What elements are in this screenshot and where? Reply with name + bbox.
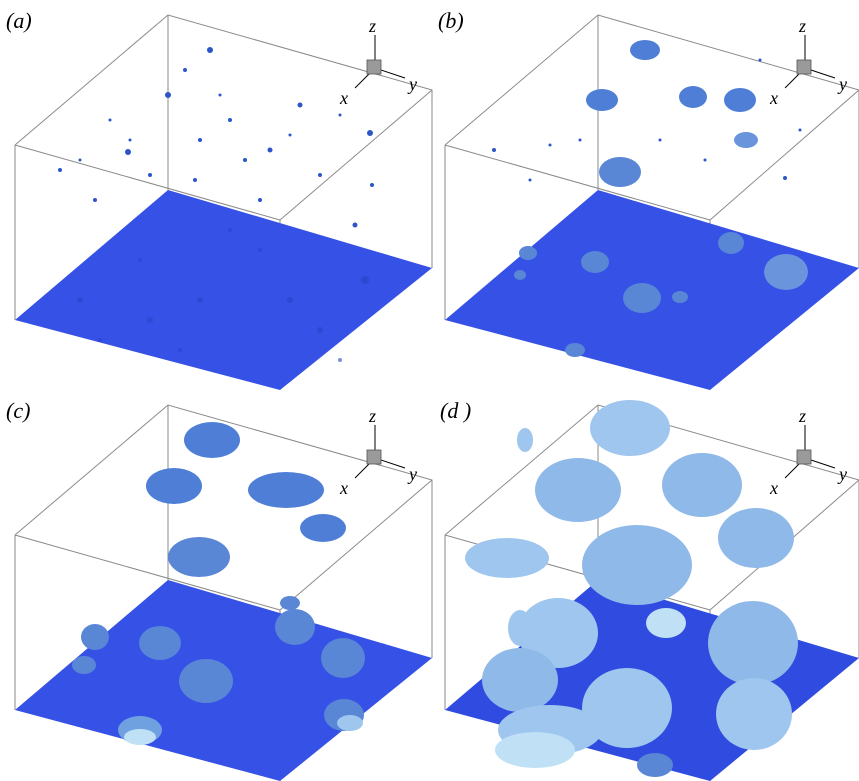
panel-label: (d ) bbox=[440, 398, 472, 423]
axis-label-x: x bbox=[769, 88, 778, 108]
panel-b: z y x (b) bbox=[430, 0, 859, 390]
panel-c-graphic: z y x bbox=[14, 404, 433, 781]
floating-bubbles bbox=[146, 422, 346, 577]
floor-texture bbox=[77, 228, 369, 362]
axis-triad: z y x bbox=[769, 16, 847, 108]
axis-triad: z y x bbox=[339, 406, 417, 498]
panel-a-graphic: z y x bbox=[14, 14, 433, 390]
axis-label-y: y bbox=[837, 464, 847, 484]
axis-label-z: z bbox=[798, 16, 806, 36]
liquid-floor bbox=[15, 190, 432, 390]
axis-label-x: x bbox=[339, 478, 348, 498]
floating-bubbles bbox=[465, 400, 794, 605]
axis-triad: z y x bbox=[339, 16, 417, 108]
panel-d: z y x (d ) bbox=[430, 390, 859, 781]
panel-label: (b) bbox=[438, 8, 464, 33]
axis-label-z: z bbox=[798, 406, 806, 426]
axis-label-y: y bbox=[407, 464, 417, 484]
panel-a: z y x (a) bbox=[0, 0, 433, 390]
axis-label-x: x bbox=[769, 478, 778, 498]
droplets bbox=[58, 47, 374, 228]
panel-label: (a) bbox=[6, 8, 32, 33]
floor-bubbles bbox=[514, 232, 808, 357]
panel-b-graphic: z y x bbox=[444, 14, 859, 390]
axis-label-z: z bbox=[368, 16, 376, 36]
axis-label-z: z bbox=[368, 406, 376, 426]
floating-bubbles bbox=[586, 40, 758, 187]
panel-c: z y x (c) bbox=[0, 390, 433, 781]
panel-label: (c) bbox=[6, 398, 31, 423]
axis-label-y: y bbox=[837, 74, 847, 94]
axis-triad: z y x bbox=[769, 406, 847, 498]
axis-label-y: y bbox=[407, 74, 417, 94]
floor-bubbles bbox=[72, 596, 365, 745]
droplets bbox=[492, 58, 802, 182]
panel-d-graphic: z y x bbox=[444, 400, 859, 781]
floor-bubbles bbox=[482, 598, 798, 777]
axis-label-x: x bbox=[339, 88, 348, 108]
